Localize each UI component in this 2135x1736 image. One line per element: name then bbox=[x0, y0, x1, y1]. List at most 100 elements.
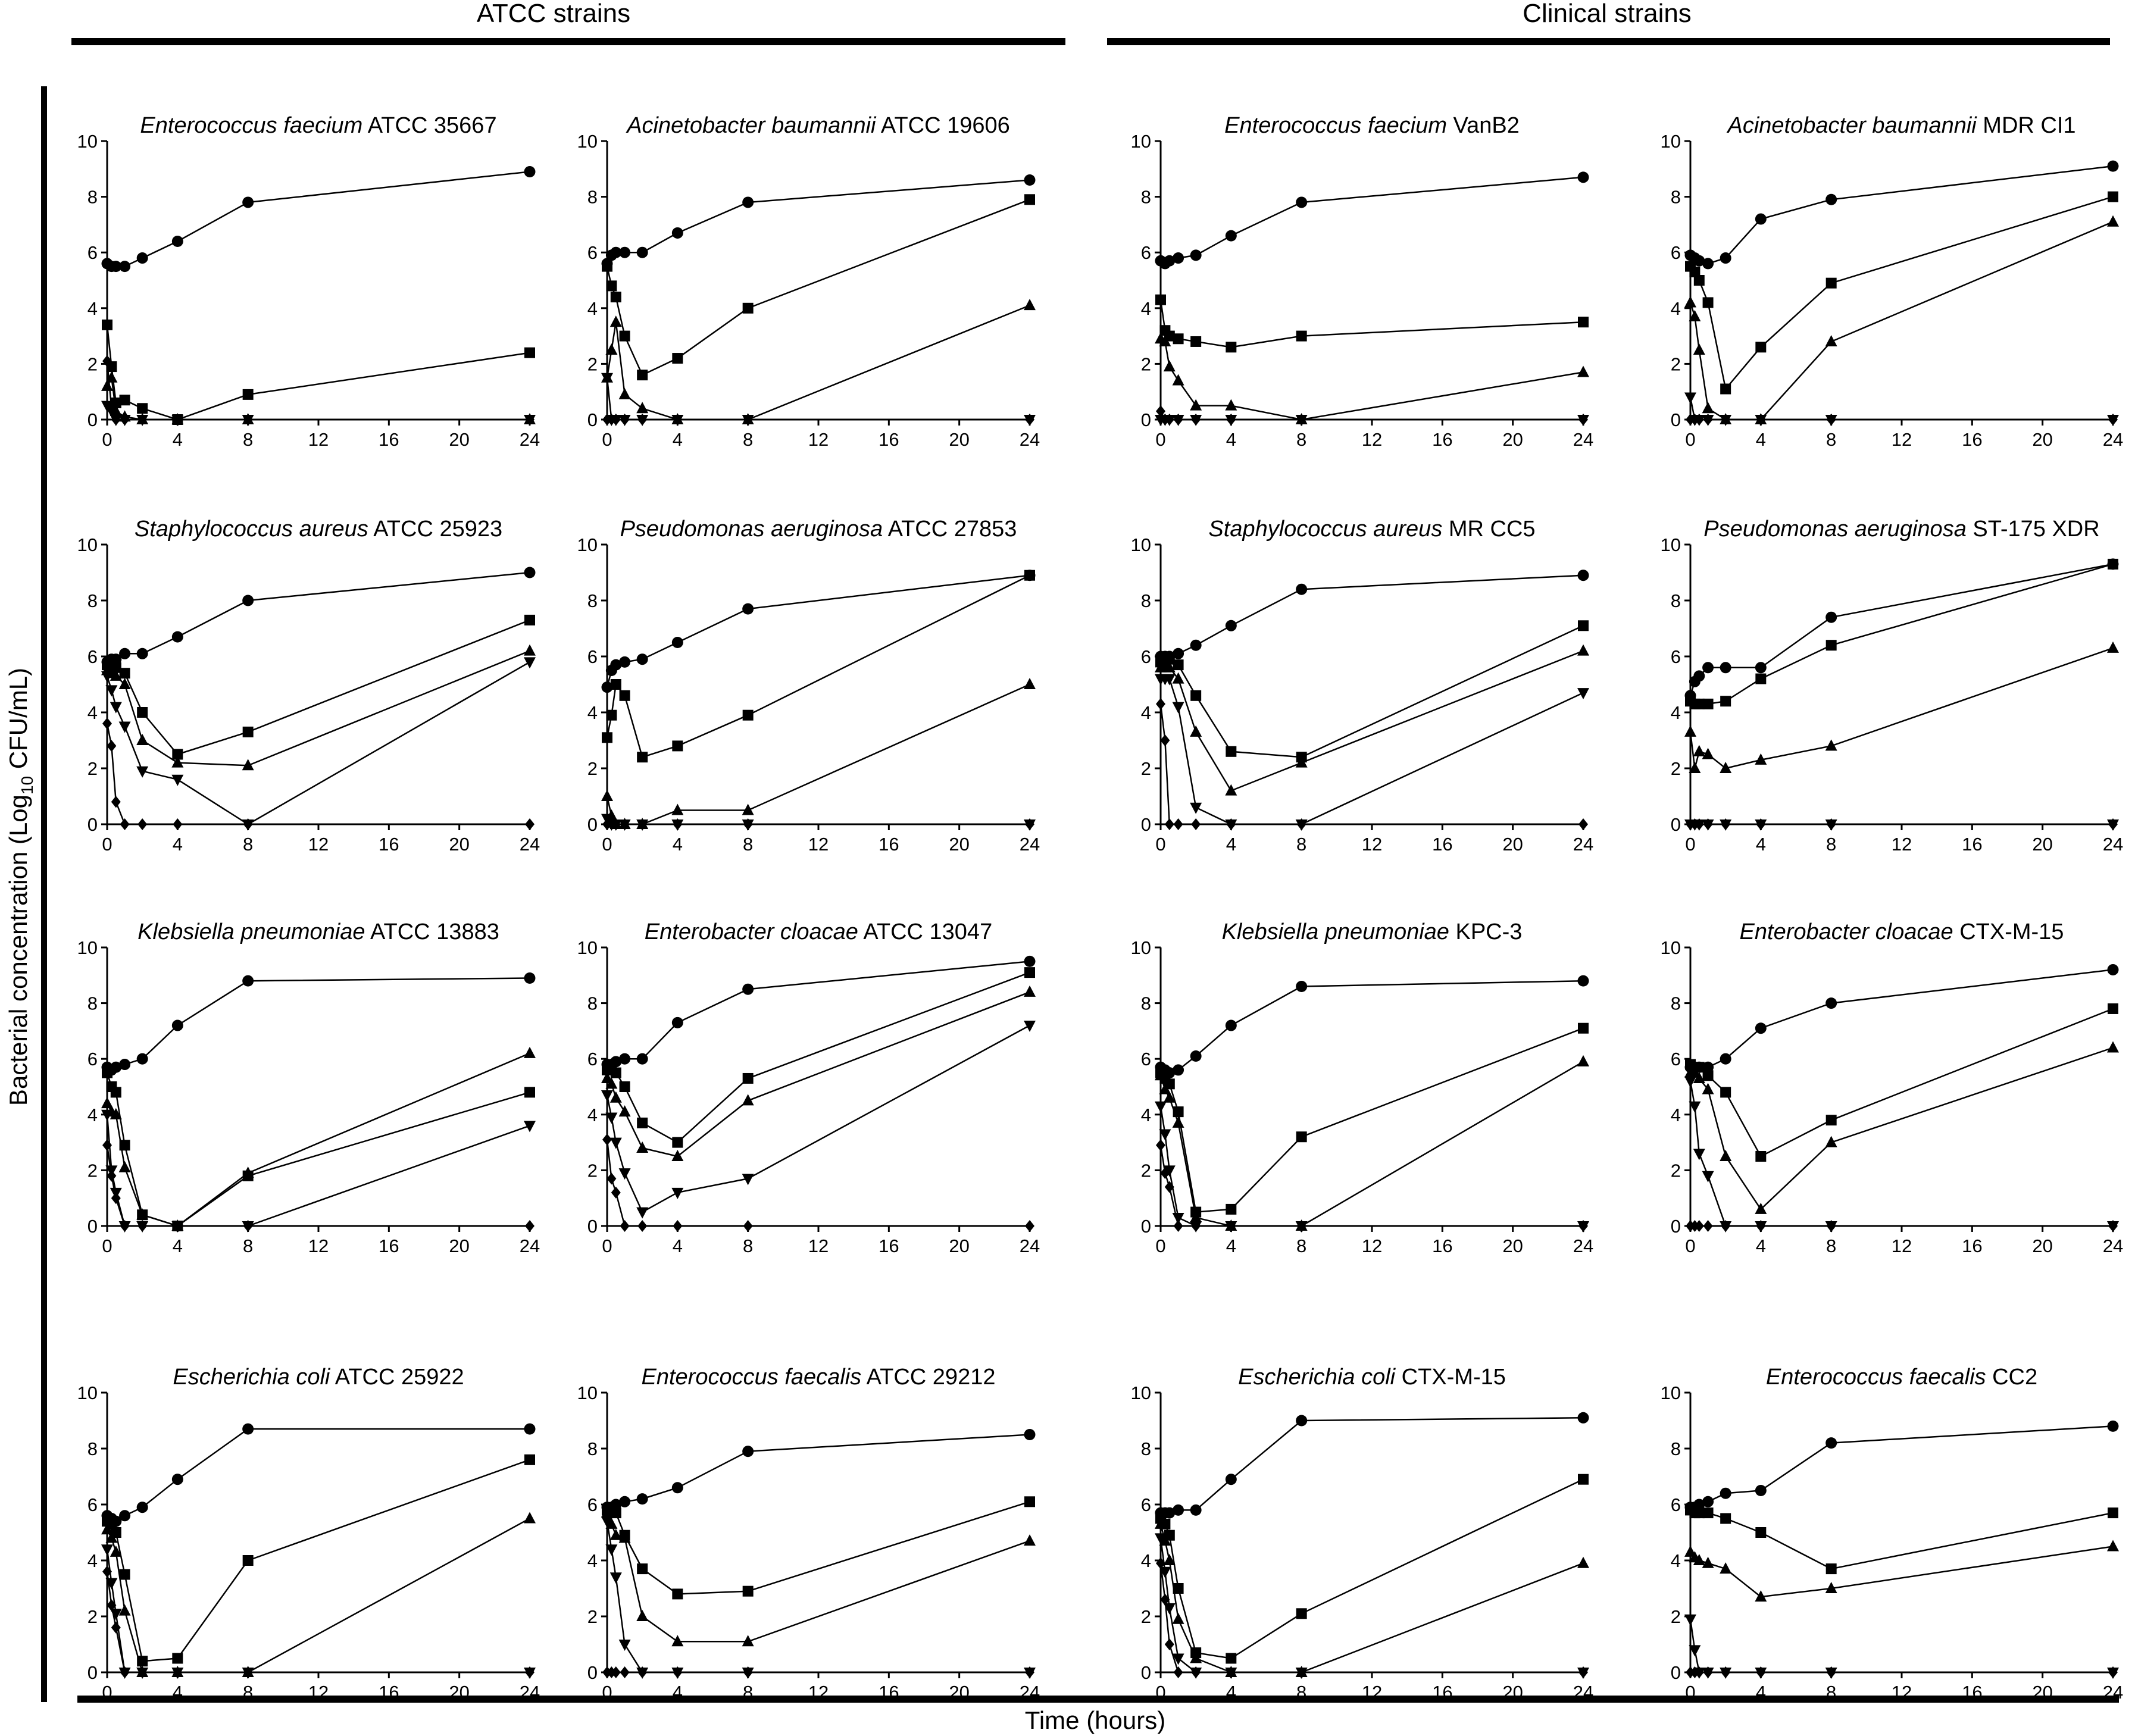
x-tick-label: 24 bbox=[1573, 834, 1593, 855]
data-point bbox=[172, 749, 183, 760]
x-tick-label: 16 bbox=[1432, 429, 1452, 450]
data-point bbox=[618, 387, 631, 399]
y-tick-label: 0 bbox=[87, 1216, 98, 1237]
x-tick-label: 12 bbox=[1892, 1235, 1912, 1256]
data-point bbox=[119, 1059, 131, 1071]
y-tick-label: 2 bbox=[87, 1160, 98, 1181]
data-point bbox=[671, 1187, 684, 1199]
data-point bbox=[1755, 1151, 1767, 1162]
y-tick-label: 6 bbox=[1141, 646, 1151, 667]
series-line bbox=[606, 683, 1030, 825]
data-point bbox=[1693, 1071, 1705, 1083]
series-diamond bbox=[602, 1133, 1034, 1232]
data-point bbox=[1702, 1556, 1714, 1568]
data-point bbox=[243, 1220, 253, 1232]
data-point bbox=[1159, 1534, 1171, 1546]
data-point bbox=[136, 1208, 149, 1220]
data-point bbox=[1164, 653, 1175, 665]
data-point bbox=[1693, 670, 1705, 682]
data-point bbox=[602, 732, 612, 743]
y-tick-label: 0 bbox=[587, 814, 598, 835]
data-point bbox=[136, 648, 148, 659]
data-point bbox=[671, 637, 683, 648]
data-point bbox=[1689, 1101, 1701, 1113]
data-point bbox=[1755, 342, 1767, 353]
x-tick-label: 16 bbox=[379, 429, 399, 450]
panel-title-species: Klebsiella pneumoniae bbox=[137, 919, 365, 944]
data-point bbox=[1295, 756, 1308, 768]
series-line bbox=[1689, 397, 2113, 421]
y-tick-label: 4 bbox=[1671, 1550, 1681, 1571]
data-point bbox=[1702, 1070, 1714, 1081]
series-circle bbox=[101, 972, 536, 1076]
data-point bbox=[1296, 818, 1306, 830]
data-point bbox=[742, 1585, 754, 1597]
series-line bbox=[106, 324, 530, 421]
y-tick-label: 6 bbox=[87, 1494, 98, 1515]
x-tick-label: 12 bbox=[1362, 834, 1382, 855]
x-tick-label: 4 bbox=[1226, 834, 1236, 855]
series-line bbox=[1159, 1061, 1584, 1227]
data-point bbox=[525, 818, 534, 830]
data-point bbox=[2107, 1420, 2119, 1432]
panel-title-species: Enterococcus faecium bbox=[140, 113, 362, 138]
x-tick-label: 20 bbox=[2032, 1682, 2052, 1703]
panel-title-strain: ST-175 XDR bbox=[1967, 517, 2100, 542]
series-triangle-down bbox=[1684, 1614, 2119, 1679]
y-tick-label: 0 bbox=[1141, 1662, 1151, 1683]
data-point bbox=[173, 414, 183, 426]
series-line bbox=[607, 971, 1030, 1144]
panel-title-species: Enterococcus faecalis bbox=[1766, 1365, 1986, 1390]
data-point bbox=[1296, 1220, 1306, 1232]
data-point bbox=[1024, 570, 1035, 581]
panel-title-strain: ATCC 25923 bbox=[368, 517, 502, 542]
data-point bbox=[1190, 1504, 1202, 1516]
x-tick-label: 4 bbox=[673, 834, 683, 855]
data-point bbox=[1024, 1021, 1036, 1033]
series-line bbox=[106, 1571, 530, 1674]
x-tick-label: 24 bbox=[2103, 834, 2123, 855]
data-point bbox=[1825, 1136, 1837, 1147]
data-point bbox=[119, 395, 130, 406]
data-point bbox=[242, 1423, 254, 1435]
data-point bbox=[2108, 1666, 2118, 1678]
y-tick-label: 8 bbox=[87, 1438, 98, 1459]
data-point bbox=[137, 818, 148, 830]
series-line bbox=[607, 991, 1030, 1158]
y-tick-label: 4 bbox=[1141, 298, 1151, 319]
x-tick-label: 16 bbox=[1962, 1682, 1982, 1703]
series-triangle-up bbox=[1684, 1540, 2119, 1602]
data-point bbox=[743, 414, 753, 426]
y-tick-label: 2 bbox=[1671, 354, 1681, 374]
data-point bbox=[1578, 620, 1589, 631]
data-point bbox=[601, 1506, 613, 1518]
x-tick-label: 16 bbox=[379, 1235, 399, 1256]
data-point bbox=[1578, 818, 1588, 830]
x-tick-label: 16 bbox=[1962, 834, 1982, 855]
data-point bbox=[101, 1109, 113, 1121]
series-square bbox=[102, 1067, 535, 1231]
y-tick-label: 8 bbox=[1671, 1438, 1681, 1459]
data-point bbox=[1024, 678, 1036, 689]
data-point bbox=[671, 1482, 683, 1494]
data-point bbox=[742, 302, 754, 314]
x-tick-label: 8 bbox=[1826, 429, 1836, 450]
data-point bbox=[1693, 1149, 1705, 1161]
x-tick-label: 0 bbox=[102, 1235, 112, 1256]
data-point bbox=[609, 315, 622, 327]
data-point bbox=[524, 1046, 536, 1058]
data-point bbox=[524, 347, 535, 358]
data-point bbox=[1226, 746, 1237, 757]
x-tick-label: 4 bbox=[173, 1235, 183, 1256]
data-point bbox=[1190, 690, 1202, 701]
y-tick-label: 10 bbox=[1131, 131, 1151, 152]
series-line bbox=[1159, 1106, 1583, 1227]
data-point bbox=[525, 1220, 534, 1232]
data-point bbox=[637, 1563, 648, 1575]
series-diamond bbox=[102, 717, 534, 830]
x-tick-label: 12 bbox=[808, 1235, 829, 1256]
data-point bbox=[1024, 1496, 1035, 1507]
